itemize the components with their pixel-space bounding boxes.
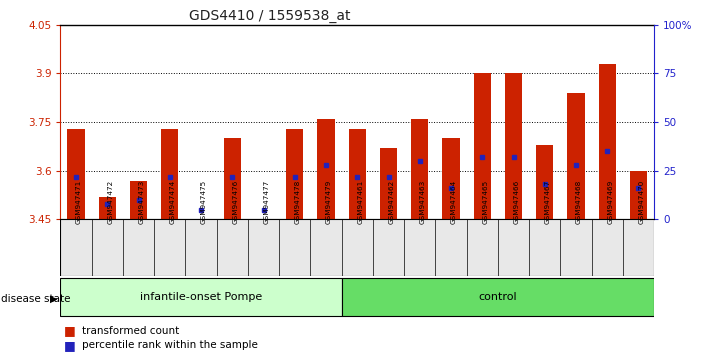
Bar [536,145,553,219]
Bar [630,171,647,219]
Text: GSM947470: GSM947470 [638,180,644,224]
Text: GDS4410 / 1559538_at: GDS4410 / 1559538_at [189,9,351,23]
Text: ▶: ▶ [50,294,58,304]
Bar [442,138,459,219]
Text: GSM947467: GSM947467 [545,180,551,224]
Text: GSM947474: GSM947474 [170,180,176,224]
Text: control: control [479,292,517,302]
Bar [380,148,397,219]
Bar [411,119,428,219]
Bar [317,119,335,219]
Text: GSM947469: GSM947469 [607,180,614,224]
Text: GSM947475: GSM947475 [201,180,207,224]
Text: percentile rank within the sample: percentile rank within the sample [82,340,257,350]
Text: GSM947465: GSM947465 [482,180,488,224]
Text: GSM947473: GSM947473 [139,180,144,224]
Bar [348,129,366,219]
Text: GSM947477: GSM947477 [264,180,269,224]
Text: GSM947466: GSM947466 [513,180,520,224]
Bar [99,197,116,219]
Text: GSM947472: GSM947472 [107,180,113,224]
Bar [505,74,522,219]
Bar [287,129,304,219]
Text: GSM947464: GSM947464 [451,180,457,224]
Bar [342,278,654,316]
Bar [68,129,85,219]
Text: infantile-onset Pompe: infantile-onset Pompe [140,292,262,302]
Bar [161,129,178,219]
Text: GSM947476: GSM947476 [232,180,238,224]
Text: ■: ■ [64,325,76,337]
Text: GSM947461: GSM947461 [357,180,363,224]
Bar [60,278,342,316]
Bar [567,93,584,219]
Text: GSM947462: GSM947462 [388,180,395,224]
Text: GSM947468: GSM947468 [576,180,582,224]
Text: transformed count: transformed count [82,326,179,336]
Bar [599,64,616,219]
Bar [130,181,147,219]
Text: GSM947479: GSM947479 [326,180,332,224]
Bar [224,138,241,219]
Text: GSM947463: GSM947463 [419,180,426,224]
Text: ■: ■ [64,339,76,352]
Bar [474,74,491,219]
Text: disease state: disease state [1,294,71,304]
Text: GSM947478: GSM947478 [295,180,301,224]
Text: GSM947471: GSM947471 [76,180,82,224]
